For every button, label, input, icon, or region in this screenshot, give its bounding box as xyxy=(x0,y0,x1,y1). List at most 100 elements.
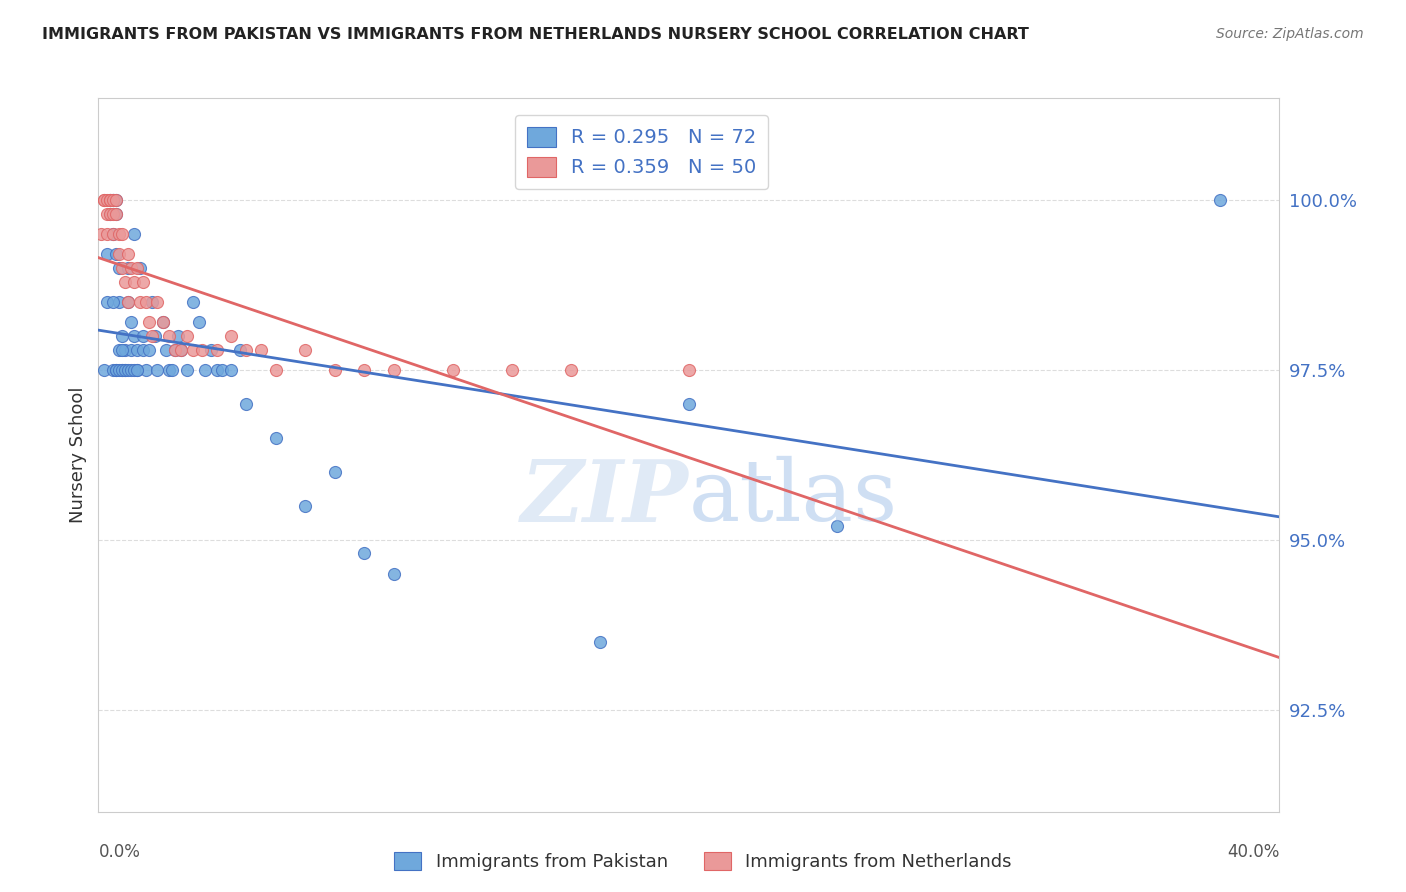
Point xyxy=(323,363,346,377)
Point xyxy=(103,193,125,207)
Text: IMMIGRANTS FROM PAKISTAN VS IMMIGRANTS FROM NETHERLANDS NURSERY SCHOOL CORRELATI: IMMIGRANTS FROM PAKISTAN VS IMMIGRANTS F… xyxy=(42,27,1029,42)
Point xyxy=(117,260,139,275)
Point xyxy=(143,329,166,343)
Point xyxy=(105,207,128,221)
Point xyxy=(250,343,273,357)
Point xyxy=(105,193,128,207)
Point xyxy=(128,295,150,310)
Point xyxy=(678,397,700,411)
Point xyxy=(93,363,115,377)
Point xyxy=(353,363,375,377)
Point xyxy=(103,207,125,221)
Point xyxy=(152,315,174,329)
Point xyxy=(146,295,169,310)
Point xyxy=(191,343,214,357)
Point xyxy=(122,227,145,241)
Point xyxy=(98,207,121,221)
Text: Source: ZipAtlas.com: Source: ZipAtlas.com xyxy=(1216,27,1364,41)
Point xyxy=(105,247,128,261)
Point xyxy=(441,363,464,377)
Point xyxy=(98,207,121,221)
Point xyxy=(108,227,131,241)
Point xyxy=(114,275,136,289)
Point xyxy=(170,343,193,357)
Point xyxy=(157,363,180,377)
Point xyxy=(264,431,287,445)
Text: 40.0%: 40.0% xyxy=(1227,843,1279,861)
Point xyxy=(235,397,257,411)
Point xyxy=(98,193,121,207)
Point xyxy=(96,193,118,207)
Point xyxy=(132,275,155,289)
Point xyxy=(117,295,139,310)
Point xyxy=(105,193,128,207)
Point xyxy=(294,499,316,513)
Point xyxy=(229,343,252,357)
Point xyxy=(108,247,131,261)
Point xyxy=(125,363,148,377)
Point xyxy=(120,363,142,377)
Point xyxy=(96,295,118,310)
Point xyxy=(103,363,125,377)
Point xyxy=(117,247,139,261)
Point xyxy=(117,295,139,310)
Point xyxy=(122,363,145,377)
Text: atlas: atlas xyxy=(689,456,898,540)
Point xyxy=(111,260,134,275)
Point xyxy=(108,363,131,377)
Point xyxy=(125,363,148,377)
Point xyxy=(678,363,700,377)
Point xyxy=(105,207,128,221)
Point xyxy=(114,343,136,357)
Point xyxy=(194,363,217,377)
Text: 0.0%: 0.0% xyxy=(98,843,141,861)
Point xyxy=(165,343,187,357)
Point xyxy=(120,343,142,357)
Point xyxy=(294,343,316,357)
Point xyxy=(167,329,190,343)
Point xyxy=(103,227,125,241)
Point xyxy=(187,315,209,329)
Point xyxy=(382,566,405,581)
Point xyxy=(200,343,222,357)
Point xyxy=(98,193,121,207)
Point xyxy=(103,295,125,310)
Y-axis label: Nursery School: Nursery School xyxy=(69,386,87,524)
Point xyxy=(105,363,128,377)
Point xyxy=(155,343,177,357)
Point xyxy=(205,363,228,377)
Point xyxy=(170,343,193,357)
Point xyxy=(111,227,134,241)
Point xyxy=(132,329,155,343)
Text: ZIP: ZIP xyxy=(522,456,689,540)
Point xyxy=(125,343,148,357)
Point xyxy=(146,363,169,377)
Point xyxy=(111,329,134,343)
Point xyxy=(235,343,257,357)
Point xyxy=(138,343,160,357)
Point xyxy=(135,363,157,377)
Point xyxy=(120,260,142,275)
Point xyxy=(111,363,134,377)
Point xyxy=(111,343,134,357)
Point xyxy=(114,363,136,377)
Point xyxy=(105,363,128,377)
Point xyxy=(108,295,131,310)
Point xyxy=(219,363,242,377)
Point xyxy=(128,260,150,275)
Point xyxy=(1209,193,1232,207)
Point xyxy=(122,329,145,343)
Point xyxy=(176,363,198,377)
Point xyxy=(825,519,848,533)
Point xyxy=(98,193,121,207)
Point xyxy=(323,465,346,479)
Point xyxy=(108,343,131,357)
Point xyxy=(103,193,125,207)
Point xyxy=(211,363,233,377)
Point xyxy=(103,193,125,207)
Point xyxy=(353,546,375,560)
Point xyxy=(90,227,112,241)
Point xyxy=(589,635,612,649)
Point xyxy=(152,315,174,329)
Point xyxy=(138,315,160,329)
